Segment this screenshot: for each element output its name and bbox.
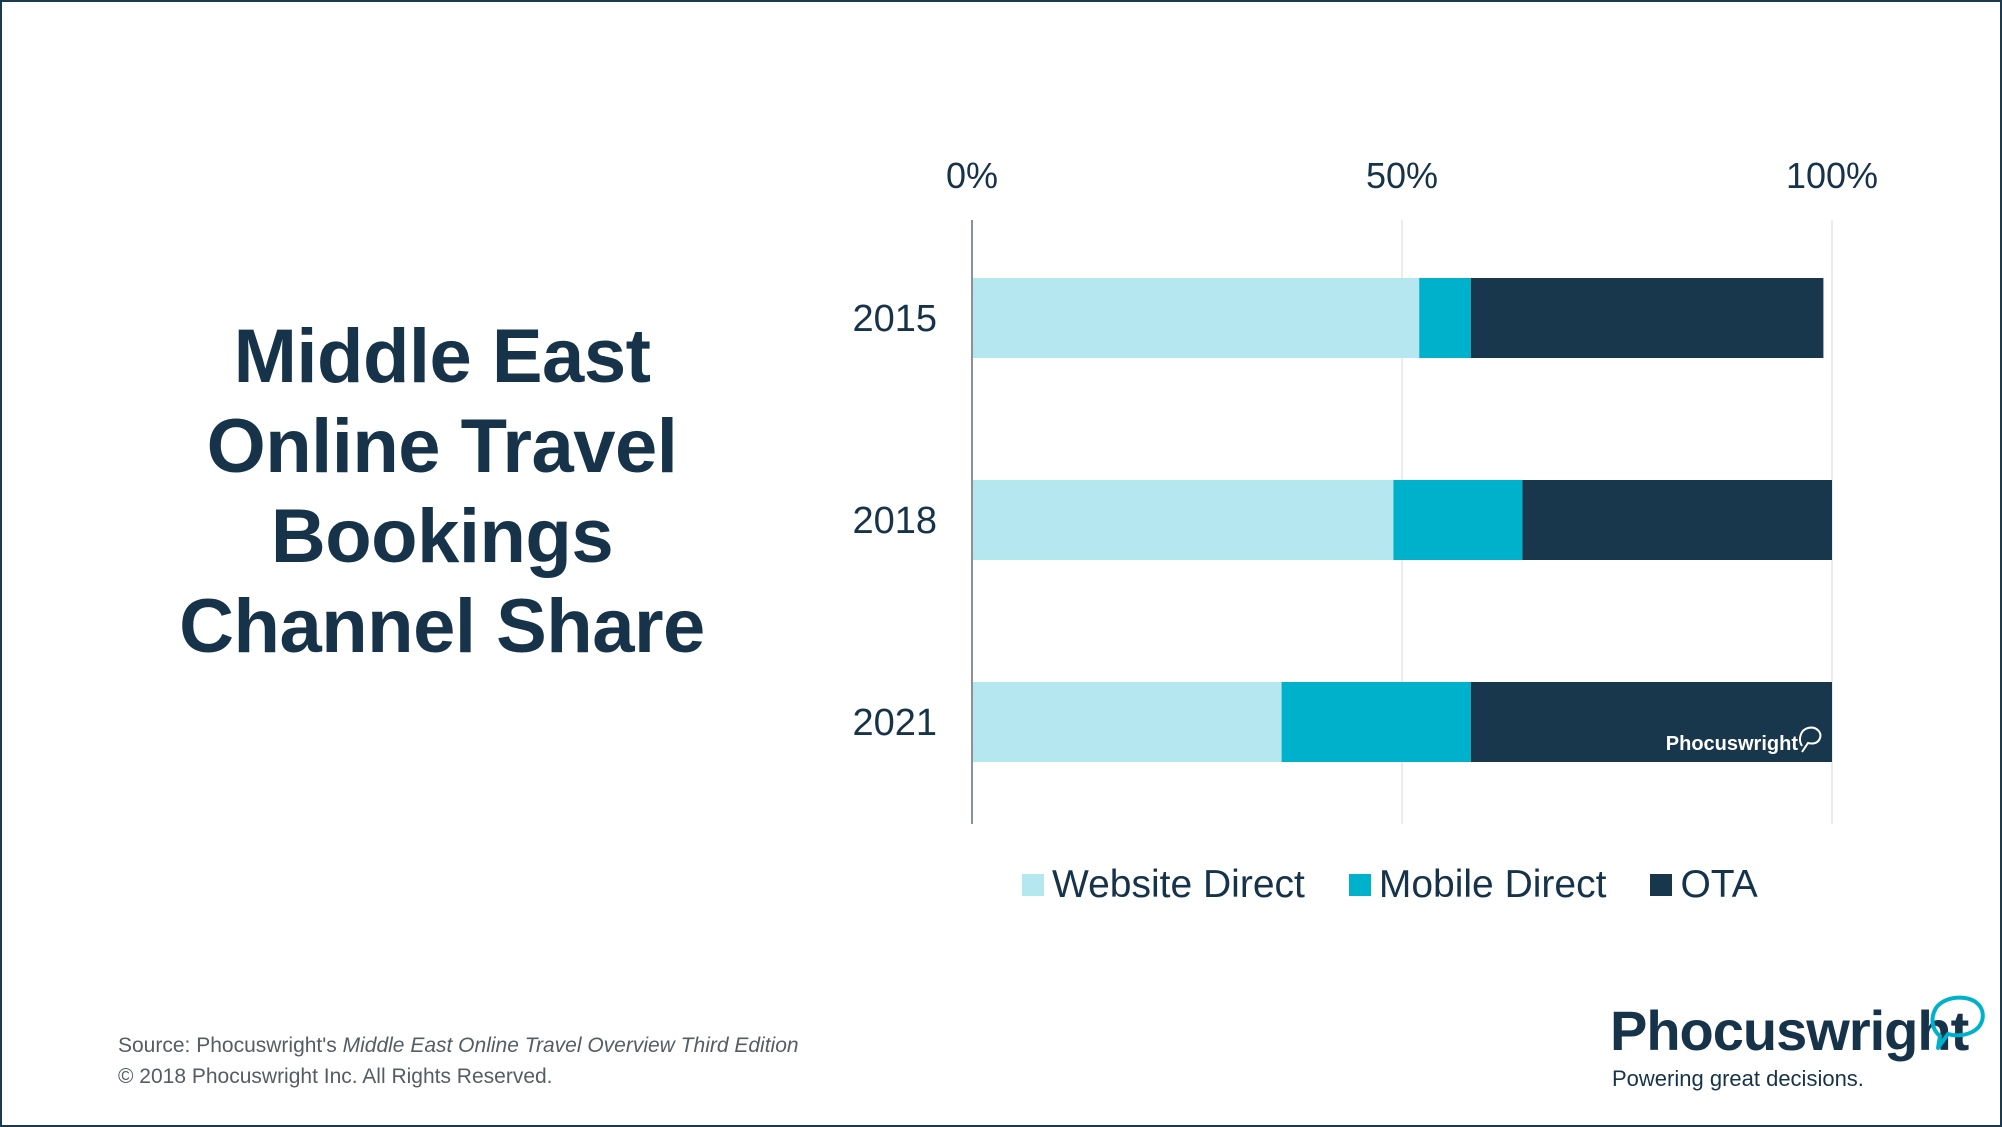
bar-mobile-direct-2018 xyxy=(1393,480,1523,560)
title-line-2: Online Travel xyxy=(206,404,678,489)
watermark-text: Phocuswright xyxy=(1666,733,1799,755)
title-line-1: Middle East xyxy=(233,314,651,399)
legend-item-mobile-direct: Mobile Direct xyxy=(1348,863,1607,907)
source-note: Source: Phocuswright's Middle East Onlin… xyxy=(118,1030,799,1092)
x-tick-label: 50% xyxy=(1366,155,1438,196)
bar-mobile-direct-2015 xyxy=(1419,278,1471,358)
bar-website-direct-2015 xyxy=(972,278,1420,358)
legend-item-website-direct: Website Direct xyxy=(1022,863,1305,907)
bar-ota-2021 xyxy=(1470,682,1832,762)
legend-swatch-ota xyxy=(1650,874,1673,896)
legend-label-ota: OTA xyxy=(1680,863,1758,906)
bar-ota-2018 xyxy=(1522,480,1832,560)
y-category-label: 2018 xyxy=(852,500,937,542)
source-prefix: Source: Phocuswright's xyxy=(118,1034,343,1057)
source-line: Source: Phocuswright's Middle East Onlin… xyxy=(118,1030,799,1061)
title-line-3: Bookings xyxy=(270,494,614,579)
copyright-line: © 2018 Phocuswright Inc. All Rights Rese… xyxy=(118,1065,553,1088)
speech-bubble-icon xyxy=(1930,995,1985,1050)
brand-name: Phocuswright xyxy=(1610,999,1969,1062)
chart-title: Middle East Online Travel Bookings Chann… xyxy=(132,312,752,672)
bar-website-direct-2018 xyxy=(972,480,1394,560)
watermark-bubble-icon xyxy=(1799,726,1822,753)
legend-label-website-direct: Website Direct xyxy=(1052,863,1305,906)
y-category-label: 2015 xyxy=(852,298,937,340)
source-publication: Middle East Online Travel Overview Third… xyxy=(342,1034,799,1057)
bar-ota-2015 xyxy=(1470,278,1824,358)
legend-swatch-website-direct xyxy=(1022,874,1044,896)
y-category-label: 2021 xyxy=(852,702,937,744)
legend-swatch-mobile-direct xyxy=(1348,874,1371,896)
bar-website-direct-2021 xyxy=(972,682,1282,762)
legend: Website Direct Mobile Direct OTA xyxy=(1022,860,1802,910)
x-tick-label: 100% xyxy=(1786,155,1878,196)
bar-mobile-direct-2021 xyxy=(1281,682,1471,762)
x-tick-label: 0% xyxy=(946,155,998,196)
legend-item-ota: OTA xyxy=(1650,863,1758,907)
brand-tagline: Powering great decisions. xyxy=(1612,1066,1864,1091)
legend-label-mobile-direct: Mobile Direct xyxy=(1378,863,1607,906)
title-line-4: Channel Share xyxy=(179,584,705,669)
brand-logo: Phocuswright Powering great decisions. xyxy=(1610,995,1990,1098)
